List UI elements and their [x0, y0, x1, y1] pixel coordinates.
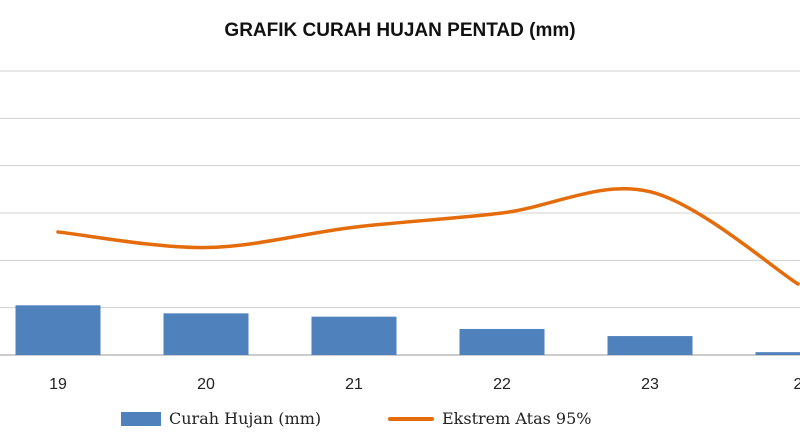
bar-19 — [15, 305, 101, 355]
legend-item-extreme: Ekstrem Atas 95% — [388, 409, 592, 428]
legend-label-extreme: Ekstrem Atas 95% — [442, 409, 592, 428]
x-tick-24: 2 — [794, 376, 800, 393]
bar-24 — [755, 352, 800, 355]
x-tick-21: 21 — [345, 376, 363, 393]
bar-series — [15, 305, 800, 355]
x-axis-ticks: 19 20 21 22 23 2 — [49, 376, 800, 393]
legend-swatch-rainfall — [121, 411, 161, 426]
x-tick-19: 19 — [49, 376, 67, 393]
bar-20 — [163, 313, 249, 355]
gridlines — [0, 70, 800, 356]
chart-title: GRAFIK CURAH HUJAN PENTAD (mm) — [224, 20, 576, 41]
x-tick-23: 23 — [641, 376, 659, 393]
line-series — [56, 187, 800, 286]
bar-21 — [311, 316, 397, 355]
x-tick-20: 20 — [197, 376, 215, 393]
bar-22 — [459, 328, 545, 355]
legend-swatch-extreme — [388, 416, 434, 421]
x-tick-22: 22 — [493, 376, 511, 393]
legend-label-rainfall: Curah Hujan (mm) — [169, 409, 322, 428]
legend: Curah Hujan (mm) Ekstrem Atas 95% — [0, 409, 800, 435]
bar-23 — [607, 336, 693, 355]
legend-item-rainfall: Curah Hujan (mm) — [121, 409, 321, 428]
line-extreme-upper — [56, 187, 800, 286]
